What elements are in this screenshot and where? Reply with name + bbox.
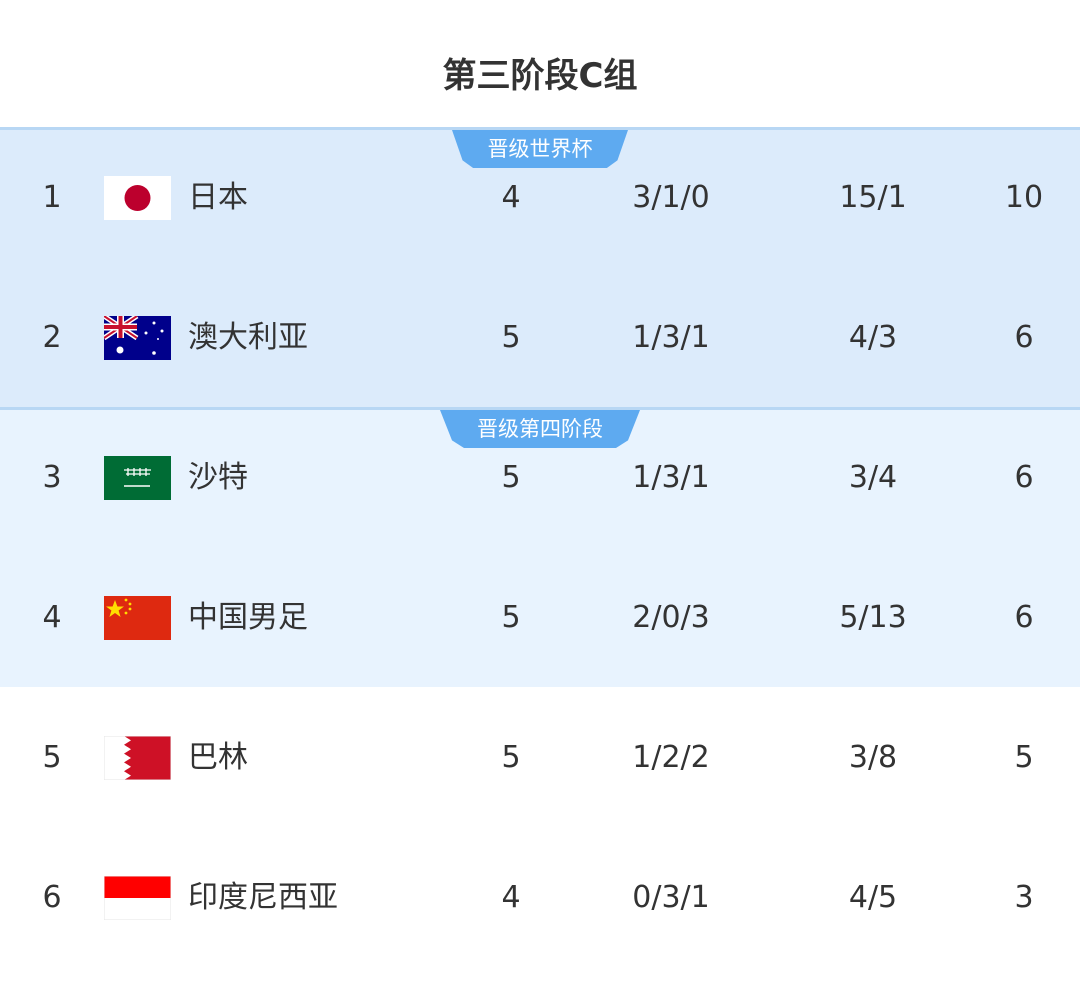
page-title: 第三阶段C组 [442,56,638,96]
win-draw-loss: 0/3/1 [632,880,710,915]
matches-played: 5 [501,320,521,355]
zone-world-cup: 晋级世界杯 [0,127,1080,408]
indonesia-flag-icon [104,876,171,920]
rank: 1 [42,180,62,215]
rank: 4 [42,600,62,635]
goals-for-against: 3/8 [848,740,898,775]
points: 6 [1014,460,1034,495]
team-name: 巴林 [188,740,248,775]
goals-for-against: 3/4 [848,460,898,495]
table-row[interactable]: 6 印度尼西亚 4 0/3/1 4/5 3 [0,868,1080,928]
zone-badge-fourth-stage: 晋级第四阶段 [440,410,640,448]
table-row[interactable]: 3 沙特 5 1/3/1 3/4 6 [0,448,1080,508]
goals-for-against: 4/3 [848,320,898,355]
matches-played: 4 [501,880,521,915]
points: 5 [1014,740,1034,775]
rank: 5 [42,740,62,775]
win-draw-loss: 1/3/1 [632,460,710,495]
matches-played: 5 [501,600,521,635]
win-draw-loss: 1/2/2 [632,740,710,775]
team-name: 沙特 [188,460,248,495]
team-name: 澳大利亚 [188,320,308,355]
matches-played: 5 [501,460,521,495]
points: 10 [1004,180,1044,215]
table-row[interactable]: 2 澳大利亚 5 1/3/1 4/3 6 [0,308,1080,368]
win-draw-loss: 2/0/3 [632,600,710,635]
table-row[interactable]: 4 中国男足 5 2/0/3 5/13 6 [0,588,1080,648]
rank: 2 [42,320,62,355]
saudi-arabia-flag-icon [104,456,171,500]
win-draw-loss: 1/3/1 [632,320,710,355]
team-name: 中国男足 [188,600,308,635]
table-row[interactable]: 5 巴林 5 1/2/2 3/8 5 [0,728,1080,788]
points: 6 [1014,600,1034,635]
rank: 3 [42,460,62,495]
australia-flag-icon [104,316,171,360]
matches-played: 4 [501,180,521,215]
goals-for-against: 15/1 [839,180,907,215]
japan-flag-icon [104,176,171,220]
points: 3 [1014,880,1034,915]
team-name: 印度尼西亚 [188,880,338,915]
team-name: 日本 [188,180,248,215]
matches-played: 5 [501,740,521,775]
win-draw-loss: 3/1/0 [632,180,710,215]
china-flag-icon [104,596,171,640]
goals-for-against: 4/5 [848,880,898,915]
bahrain-flag-icon [104,736,171,780]
goals-for-against: 5/13 [839,600,907,635]
points: 6 [1014,320,1034,355]
zone-badge-world-cup: 晋级世界杯 [452,130,628,168]
table-row[interactable]: 1 日本 4 3/1/0 15/1 10 [0,168,1080,228]
rank: 6 [42,880,62,915]
zone-fourth-stage: 晋级第四阶段 [0,407,1080,687]
